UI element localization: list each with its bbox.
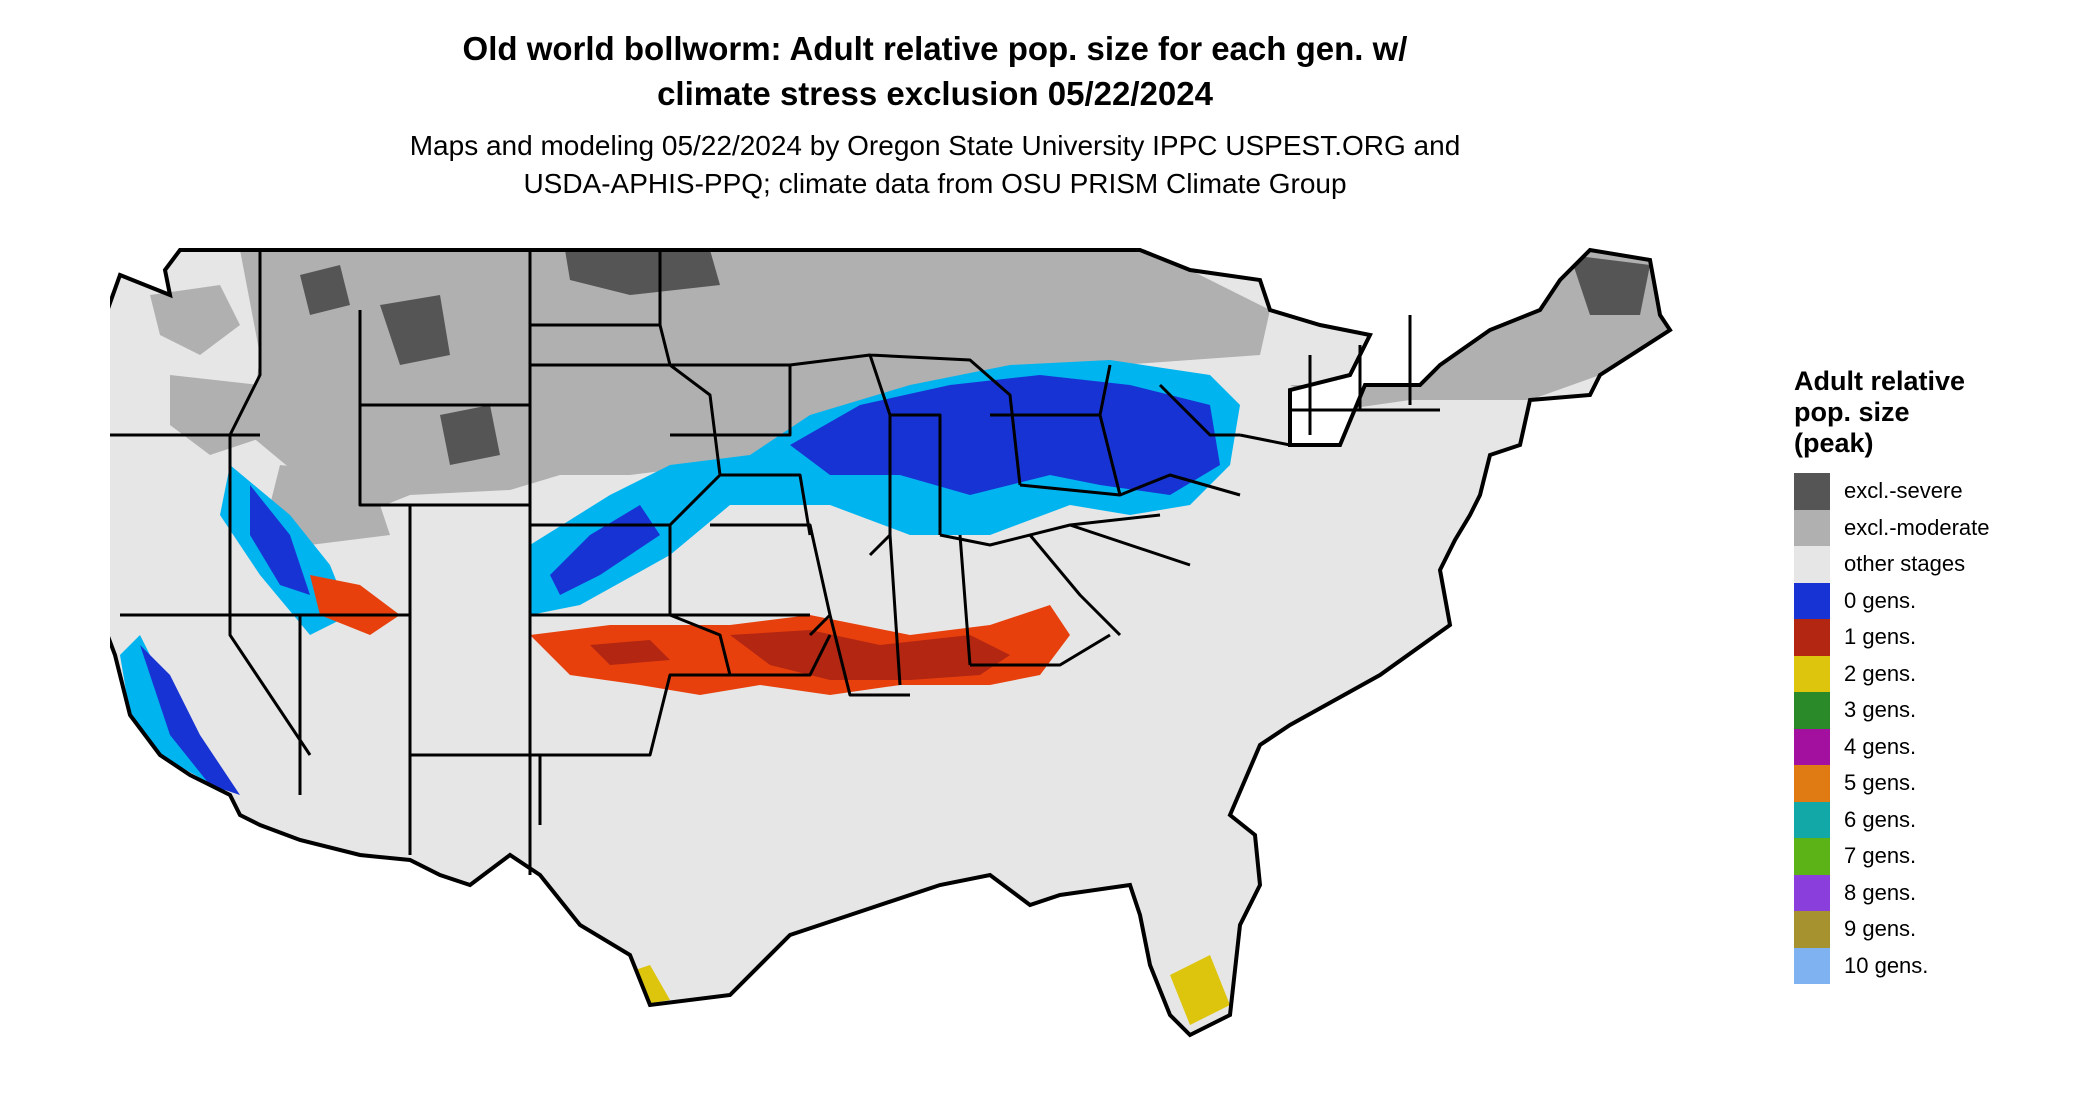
legend-label: 1 gens. bbox=[1844, 624, 1917, 650]
legend-title-line-1: Adult relative bbox=[1794, 366, 1966, 396]
legend-swatch bbox=[1794, 911, 1830, 948]
us-map bbox=[110, 248, 1672, 1037]
map-subtitle: Maps and modeling 05/22/2024 by Oregon S… bbox=[0, 127, 1870, 203]
legend-label: excl.-moderate bbox=[1844, 514, 1990, 540]
legend-label: other stages bbox=[1844, 551, 1966, 577]
title-line-1: Old world bollworm: Adult relative pop. … bbox=[462, 30, 1408, 67]
legend-swatch bbox=[1794, 874, 1830, 911]
legend-swatch bbox=[1794, 473, 1830, 510]
zero-gens-dark bbox=[140, 375, 1220, 795]
legend-item: 9 gens. bbox=[1794, 911, 2084, 948]
legend-title-line-3: (peak) bbox=[1794, 428, 1874, 458]
legend-label: 7 gens. bbox=[1844, 843, 1917, 869]
state-borders bbox=[110, 250, 1440, 875]
subtitle-line-2: USDA-APHIS-PPQ; climate data from OSU PR… bbox=[523, 168, 1347, 199]
legend-items: excl.-severe excl.-moderate other stages 0 … bbox=[1794, 473, 2084, 984]
legend-item: excl.-severe bbox=[1794, 473, 2084, 510]
legend-label: 2 gens. bbox=[1844, 660, 1917, 686]
legend-item: 8 gens. bbox=[1794, 874, 2084, 911]
legend-label: 5 gens. bbox=[1844, 770, 1917, 796]
legend-label: 6 gens. bbox=[1844, 806, 1917, 832]
border-south bbox=[538, 525, 832, 825]
legend-title: Adult relative pop. size (peak) bbox=[1794, 366, 2084, 459]
legend-swatch bbox=[1794, 947, 1830, 984]
legend-item: other stages bbox=[1794, 546, 2084, 583]
legend-swatch bbox=[1794, 728, 1830, 765]
legend-label: 0 gens. bbox=[1844, 587, 1917, 613]
legend-swatch bbox=[1794, 765, 1830, 802]
legend-label: 8 gens. bbox=[1844, 879, 1917, 905]
legend-swatch bbox=[1794, 692, 1830, 729]
moderate-west-patches bbox=[150, 285, 390, 545]
legend-swatch bbox=[1794, 546, 1830, 583]
border-dakotas bbox=[530, 250, 722, 527]
legend-label: 9 gens. bbox=[1844, 916, 1917, 942]
border-northeast bbox=[1158, 315, 1440, 447]
legend-swatch bbox=[1794, 838, 1830, 875]
legend-item: 5 gens. bbox=[1794, 765, 2084, 802]
map-legend: Adult relative pop. size (peak) excl.-se… bbox=[1794, 366, 2084, 984]
legend-item: 4 gens. bbox=[1794, 728, 2084, 765]
legend-item: 10 gens. bbox=[1794, 947, 2084, 984]
legend-swatch bbox=[1794, 801, 1830, 838]
legend-label: 3 gens. bbox=[1844, 697, 1917, 723]
legend-swatch bbox=[1794, 619, 1830, 656]
legend-label: excl.-severe bbox=[1844, 478, 1963, 504]
one-gens-dark bbox=[590, 630, 1010, 680]
title-line-2: climate stress exclusion 05/22/2024 bbox=[657, 75, 1213, 112]
legend-swatch bbox=[1794, 655, 1830, 692]
legend-item: 3 gens. bbox=[1794, 692, 2084, 729]
legend-swatch bbox=[1794, 582, 1830, 619]
legend-item: excl.-moderate bbox=[1794, 509, 2084, 546]
map-title: Old world bollworm: Adult relative pop. … bbox=[0, 26, 1870, 116]
legend-item: 2 gens. bbox=[1794, 655, 2084, 692]
map-raster bbox=[110, 250, 1670, 1035]
border-southeast bbox=[828, 523, 1191, 697]
border-west-3 bbox=[120, 613, 312, 756]
legend-swatch bbox=[1794, 509, 1830, 546]
legend-label: 4 gens. bbox=[1844, 733, 1917, 759]
legend-item: 6 gens. bbox=[1794, 801, 2084, 838]
legend-item: 7 gens. bbox=[1794, 838, 2084, 875]
border-west-1 bbox=[228, 250, 262, 635]
border-central bbox=[670, 363, 832, 637]
legend-title-line-2: pop. size bbox=[1794, 397, 1910, 427]
legend-item: 1 gens. bbox=[1794, 619, 2084, 656]
legend-label: 10 gens. bbox=[1844, 952, 1929, 978]
legend-item: 0 gens. bbox=[1794, 582, 2084, 619]
subtitle-line-1: Maps and modeling 05/22/2024 by Oregon S… bbox=[409, 130, 1461, 161]
